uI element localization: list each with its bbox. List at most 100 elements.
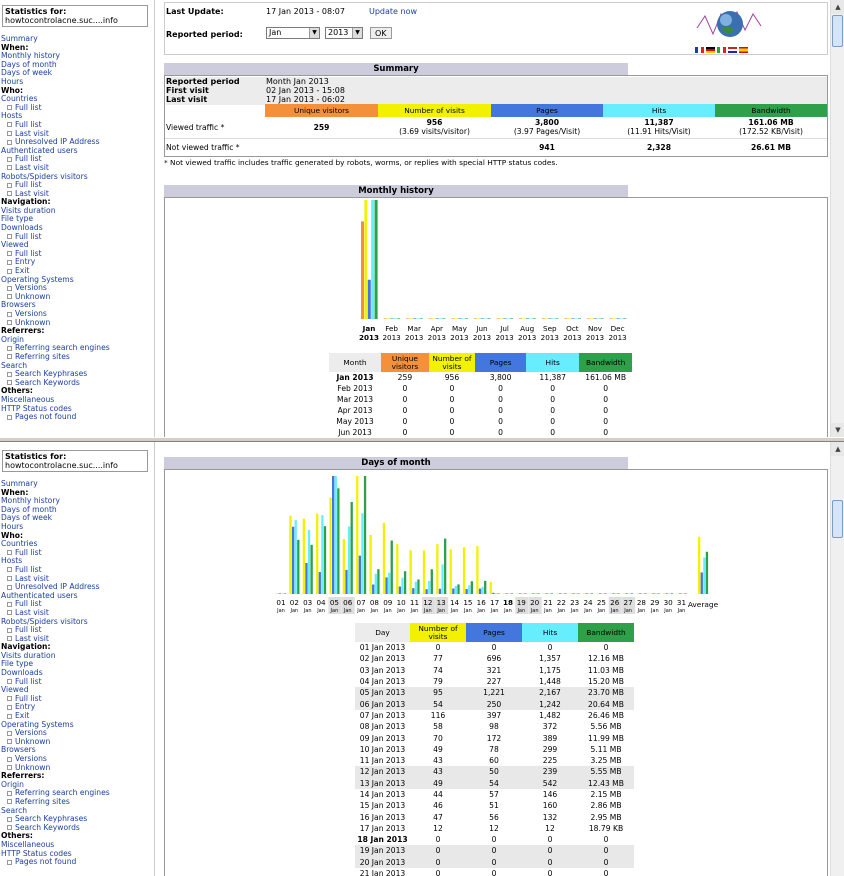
sidebar-item[interactable]: Visits duration	[1, 651, 154, 661]
sidebar-item[interactable]: Full list	[1, 249, 154, 259]
update-now-link[interactable]: Update now	[369, 7, 418, 16]
flag-es-icon[interactable]	[739, 47, 748, 53]
summary-period-label: Reported period	[166, 77, 240, 86]
sidebar-item[interactable]: Full list	[1, 677, 154, 687]
sidebar-item[interactable]: Full list	[1, 103, 154, 113]
sidebar-item[interactable]: Authenticated users	[1, 146, 154, 156]
sidebar-item[interactable]: HTTP Status codes	[1, 849, 154, 859]
scrollbar-thumb[interactable]	[832, 15, 843, 47]
sidebar-item[interactable]: Origin	[1, 335, 154, 345]
sidebar-item[interactable]: Miscellaneous	[1, 395, 154, 405]
sidebar-item[interactable]: Hosts	[1, 557, 154, 566]
table-cell: Jun 2013	[338, 428, 372, 437]
scroll-up-icon[interactable]: ▲	[831, 0, 844, 14]
sidebar-item[interactable]: Unknown	[1, 763, 154, 773]
sidebar-item[interactable]: Referring search engines	[1, 344, 154, 353]
month-select[interactable]: Jan ▼	[266, 27, 320, 39]
sidebar-item[interactable]: Viewed	[1, 685, 154, 695]
sidebar-item[interactable]: Versions	[1, 728, 154, 738]
sidebar-item[interactable]: Hours	[1, 522, 154, 532]
sidebar-item[interactable]: Hosts	[1, 112, 154, 121]
sidebar-item[interactable]: Last visit	[1, 189, 154, 199]
sidebar-item[interactable]: Full list	[1, 694, 154, 704]
sidebar-item[interactable]: Days of week	[1, 69, 154, 78]
sidebar-item[interactable]: Exit	[1, 266, 154, 276]
sidebar-item[interactable]: Days of week	[1, 514, 154, 523]
sidebar-item[interactable]: Search Keyphrases	[1, 369, 154, 379]
flag-nl-icon[interactable]	[728, 47, 737, 53]
sidebar-item[interactable]: Full list	[1, 155, 154, 164]
sidebar-item[interactable]: Search	[1, 806, 154, 816]
sidebar-item[interactable]: Full list	[1, 180, 154, 190]
sidebar-item[interactable]: Summary	[1, 34, 154, 44]
sidebar-item[interactable]: Full list	[1, 600, 154, 609]
sidebar-item[interactable]: Referring sites	[1, 797, 154, 807]
sidebar-item[interactable]: Search Keywords	[1, 378, 154, 388]
sidebar-item[interactable]: Referring sites	[1, 352, 154, 362]
flag-it-icon[interactable]	[717, 47, 726, 53]
sidebar-item[interactable]: Origin	[1, 780, 154, 790]
sidebar-item[interactable]: Unknown	[1, 292, 154, 302]
year-select[interactable]: 2013 ▼	[325, 27, 363, 39]
sidebar-item[interactable]: Full list	[1, 625, 154, 635]
sidebar-item[interactable]: Authenticated users	[1, 591, 154, 601]
sidebar-item[interactable]: Countries	[1, 94, 154, 104]
sidebar-item[interactable]: Search Keywords	[1, 823, 154, 833]
sidebar-item[interactable]: Visits duration	[1, 206, 154, 216]
top-scrollbar[interactable]: ▲ ▼	[830, 0, 844, 437]
sidebar-item[interactable]: Full list	[1, 565, 154, 575]
sidebar-item[interactable]: Entry	[1, 258, 154, 267]
sidebar-item[interactable]: Entry	[1, 703, 154, 712]
sidebar-item[interactable]: Pages not found	[1, 412, 154, 422]
sidebar-item[interactable]: Last visit	[1, 163, 154, 173]
sidebar-item[interactable]: Summary	[1, 479, 154, 489]
scroll-up-icon[interactable]: ▲	[831, 442, 844, 456]
sidebar-item[interactable]: Days of month	[1, 60, 154, 70]
frame-divider[interactable]	[0, 437, 844, 442]
sidebar-item[interactable]: Versions	[1, 754, 154, 764]
sidebar-item[interactable]: File type	[1, 215, 154, 224]
sidebar-item[interactable]: Unknown	[1, 737, 154, 747]
sidebar-item[interactable]: Last visit	[1, 608, 154, 618]
sidebar-item[interactable]: Downloads	[1, 223, 154, 233]
sidebar-item[interactable]: Versions	[1, 309, 154, 319]
sidebar-item[interactable]: Last visit	[1, 574, 154, 584]
sidebar-item[interactable]: File type	[1, 660, 154, 669]
sidebar-item[interactable]: Monthly history	[1, 496, 154, 506]
sidebar-item[interactable]: Browsers	[1, 301, 154, 310]
sidebar-item[interactable]: Hours	[1, 77, 154, 87]
sidebar-item[interactable]: Unresolved IP Address	[1, 582, 154, 592]
scroll-down-icon[interactable]: ▼	[831, 423, 844, 437]
sidebar-item[interactable]: Referring search engines	[1, 789, 154, 798]
sidebar-item[interactable]: HTTP Status codes	[1, 404, 154, 414]
sidebar-item[interactable]: Full list	[1, 548, 154, 558]
sidebar-item[interactable]: Miscellaneous	[1, 840, 154, 850]
sidebar-item[interactable]: Operating Systems	[1, 720, 154, 730]
sidebar-item[interactable]: Versions	[1, 283, 154, 293]
sidebar-item[interactable]: Downloads	[1, 668, 154, 678]
sidebar-item[interactable]: Pages not found	[1, 857, 154, 867]
bottom-scrollbar[interactable]: ▲	[830, 442, 844, 876]
monthly-bar	[474, 318, 477, 319]
sidebar-item[interactable]: Unknown	[1, 318, 154, 328]
sidebar-item[interactable]: Search Keyphrases	[1, 814, 154, 824]
sidebar-item[interactable]: Last visit	[1, 129, 154, 139]
sidebar-item[interactable]: Viewed	[1, 240, 154, 250]
flag-fr-icon[interactable]	[695, 47, 704, 53]
sidebar-item[interactable]: Days of month	[1, 505, 154, 515]
sidebar-item[interactable]: Last visit	[1, 634, 154, 644]
sidebar-item[interactable]: Exit	[1, 711, 154, 721]
scrollbar-thumb[interactable]	[832, 500, 843, 538]
sidebar-item[interactable]: Robots/Spiders visitors	[1, 172, 154, 182]
sidebar-item[interactable]: Search	[1, 361, 154, 371]
sidebar-item[interactable]: Monthly history	[1, 51, 154, 61]
sidebar-item[interactable]: Operating Systems	[1, 275, 154, 285]
sidebar-item[interactable]: Browsers	[1, 746, 154, 755]
sidebar-item[interactable]: Countries	[1, 539, 154, 549]
sidebar-item[interactable]: Unresolved IP Address	[1, 137, 154, 147]
sidebar-item[interactable]: Full list	[1, 232, 154, 242]
sidebar-item[interactable]: Full list	[1, 120, 154, 130]
sidebar-item[interactable]: Robots/Spiders visitors	[1, 617, 154, 627]
flag-de-icon[interactable]	[706, 47, 715, 53]
ok-button[interactable]: OK	[370, 27, 392, 39]
